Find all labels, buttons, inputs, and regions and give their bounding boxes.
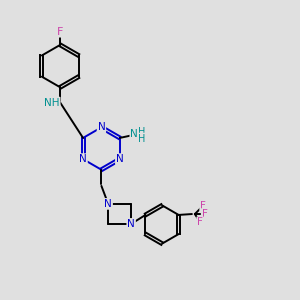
Text: N: N [104, 199, 112, 209]
Text: F: F [57, 27, 63, 37]
Text: N: N [130, 129, 138, 139]
Text: H: H [138, 127, 145, 137]
Text: N: N [116, 154, 124, 164]
Text: H: H [138, 134, 145, 143]
Text: F: F [200, 201, 206, 211]
Text: F: F [197, 217, 203, 227]
Text: N: N [98, 122, 105, 132]
Text: NH: NH [44, 98, 60, 108]
Text: N: N [127, 219, 135, 229]
Text: F: F [202, 209, 208, 219]
Text: N: N [79, 154, 87, 164]
